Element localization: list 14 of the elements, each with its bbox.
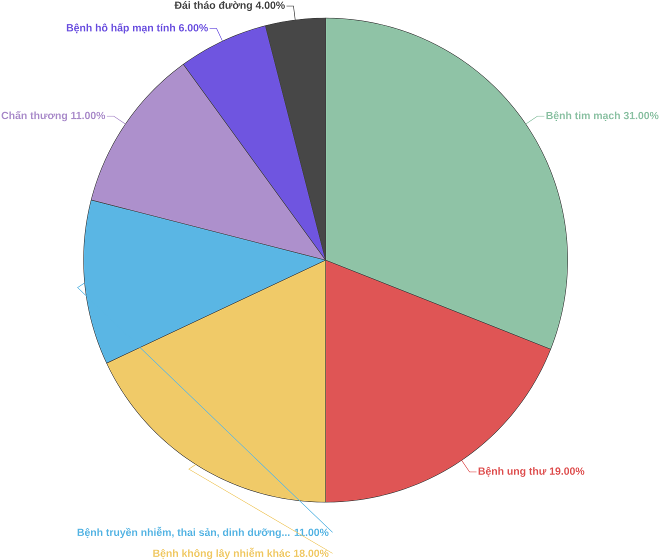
- slice-label: Bệnh không lây nhiễm khác: [153, 548, 290, 559]
- data-label: 11.00%: [294, 528, 329, 536]
- slice-label: Bệnh hô hấp mạn tính: [66, 23, 176, 34]
- data-label: 31.00%: [624, 112, 659, 120]
- data-label: 19.00%: [550, 467, 584, 475]
- data-label: 18.00%: [294, 549, 329, 557]
- data-label: 6.00%: [178, 24, 208, 32]
- slice-label: Bệnh tim mạch: [546, 111, 620, 121]
- data-label: 4.00%: [256, 1, 285, 9]
- slice-label: Bệnh truyền nhiễm, thai sản, dinh dưỡng...: [78, 526, 290, 538]
- slice-label: Chấn thương: [2, 110, 68, 122]
- slice-label: Bệnh ung thư: [478, 466, 546, 477]
- slice-label: Đái tháo đường: [174, 1, 252, 11]
- data-label: 11.00%: [71, 112, 106, 120]
